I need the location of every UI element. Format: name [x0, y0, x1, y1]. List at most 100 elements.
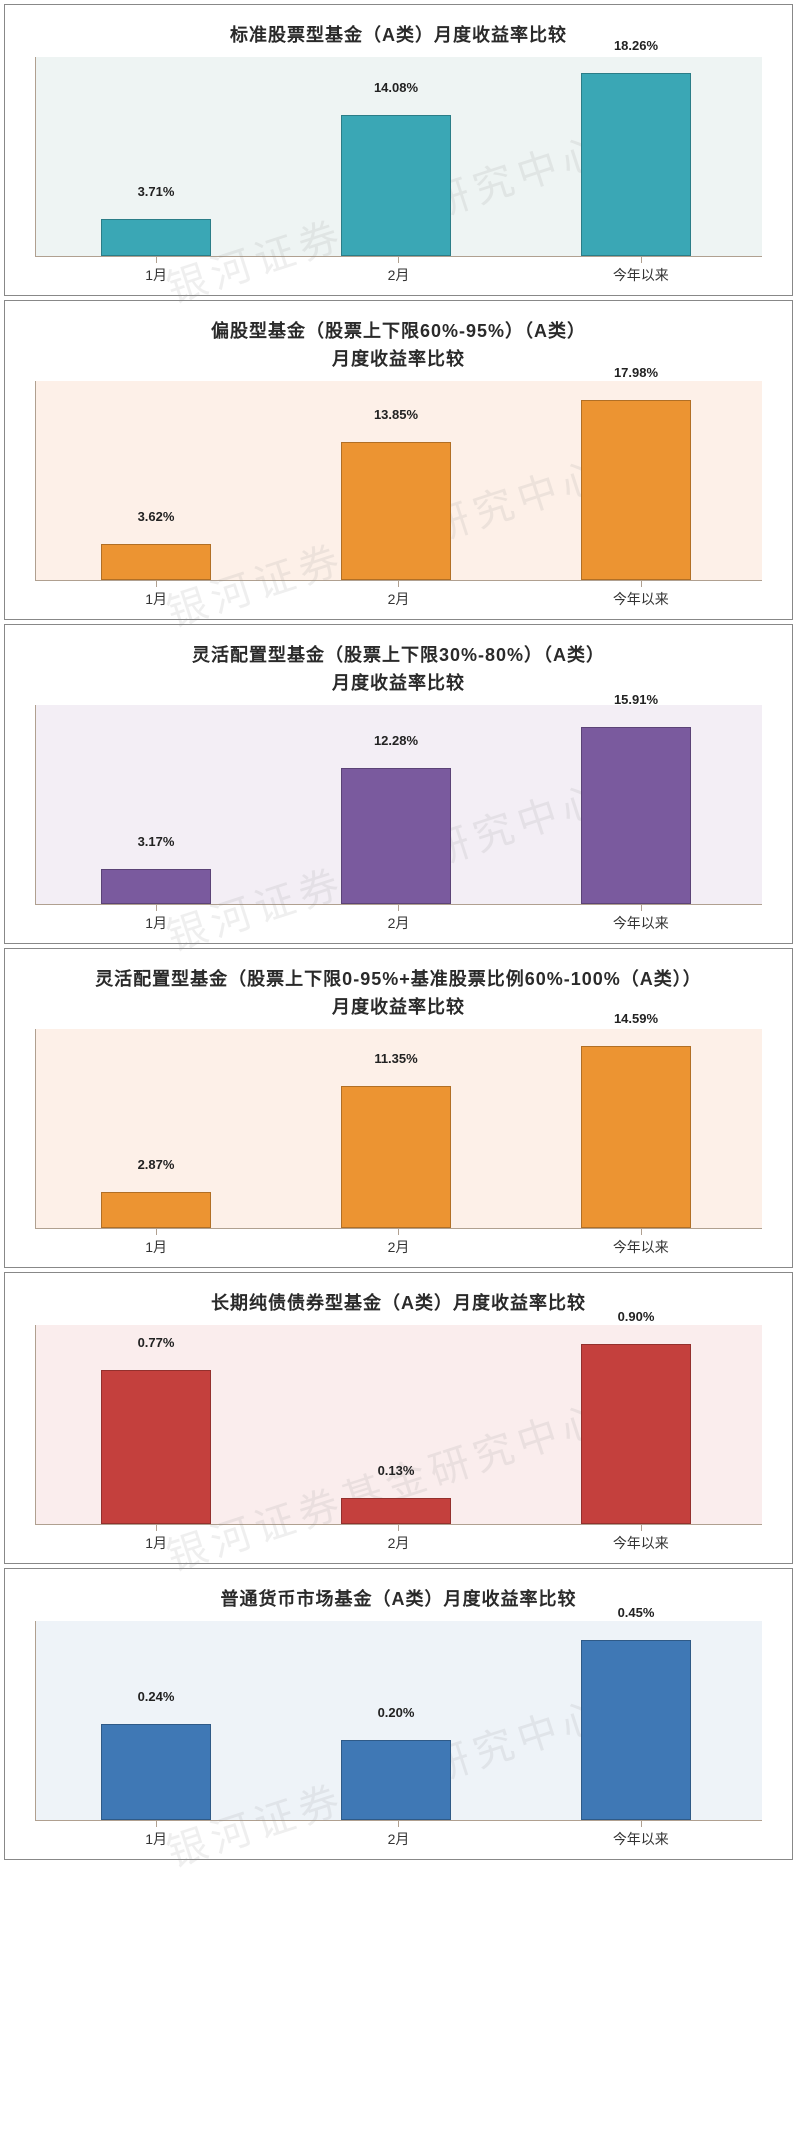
x-tick: 1月 — [35, 1233, 277, 1257]
bar — [101, 869, 211, 904]
x-tick-label: 1月 — [35, 265, 277, 285]
bar — [341, 115, 451, 256]
x-tick: 今年以来 — [520, 1825, 762, 1849]
plot-area: 银河证券基金研究中心3.71%14.08%18.26% — [35, 57, 762, 257]
x-tick-mark — [641, 581, 642, 587]
charts-container: 标准股票型基金（A类）月度收益率比较银河证券基金研究中心3.71%14.08%1… — [0, 4, 797, 1860]
bar — [581, 1640, 691, 1820]
x-axis: 1月2月今年以来 — [35, 909, 762, 933]
watermark: 银河证券基金研究中心 — [158, 1385, 613, 1582]
x-axis: 1月2月今年以来 — [35, 1529, 762, 1553]
x-tick-mark — [156, 257, 157, 263]
bar — [581, 727, 691, 904]
x-tick-label: 1月 — [35, 1237, 277, 1257]
x-tick: 今年以来 — [520, 585, 762, 609]
x-tick-mark — [398, 581, 399, 587]
bar-value-label: 0.90% — [581, 1309, 691, 1324]
x-tick: 2月 — [277, 585, 519, 609]
x-tick-label: 2月 — [277, 1533, 519, 1553]
x-tick-mark — [398, 1821, 399, 1827]
x-tick: 2月 — [277, 909, 519, 933]
bar-value-label: 15.91% — [581, 692, 691, 707]
x-tick: 2月 — [277, 1233, 519, 1257]
x-tick: 今年以来 — [520, 909, 762, 933]
x-tick-label: 2月 — [277, 913, 519, 933]
bar — [101, 544, 211, 580]
x-tick: 1月 — [35, 909, 277, 933]
bar-value-label: 3.62% — [101, 509, 211, 524]
bar-value-label: 13.85% — [341, 407, 451, 422]
bar-value-label: 0.20% — [341, 1705, 451, 1720]
x-tick-label: 今年以来 — [520, 589, 762, 609]
x-tick: 2月 — [277, 1825, 519, 1849]
x-axis: 1月2月今年以来 — [35, 585, 762, 609]
x-tick-label: 今年以来 — [520, 265, 762, 285]
bar — [581, 1344, 691, 1524]
x-tick-mark — [156, 905, 157, 911]
bar — [581, 400, 691, 580]
plot-area: 银河证券基金研究中心3.17%12.28%15.91% — [35, 705, 762, 905]
bar-value-label: 2.87% — [101, 1157, 211, 1172]
x-tick: 今年以来 — [520, 1233, 762, 1257]
bar — [101, 1724, 211, 1820]
x-tick: 2月 — [277, 261, 519, 285]
x-tick-mark — [398, 905, 399, 911]
x-tick: 1月 — [35, 1825, 277, 1849]
x-tick-mark — [641, 1525, 642, 1531]
x-tick: 今年以来 — [520, 261, 762, 285]
x-tick: 今年以来 — [520, 1529, 762, 1553]
bar — [581, 1046, 691, 1228]
x-tick-mark — [156, 581, 157, 587]
x-tick-label: 今年以来 — [520, 1237, 762, 1257]
plot-area: 2.87%11.35%14.59% — [35, 1029, 762, 1229]
chart-panel-5: 普通货币市场基金（A类）月度收益率比较银河证券基金研究中心0.24%0.20%0… — [4, 1568, 793, 1860]
bar — [341, 1086, 451, 1228]
x-tick-mark — [156, 1229, 157, 1235]
chart-panel-4: 长期纯债债券型基金（A类）月度收益率比较银河证券基金研究中心0.77%0.13%… — [4, 1272, 793, 1564]
bar-value-label: 0.45% — [581, 1605, 691, 1620]
bar — [341, 442, 451, 581]
x-tick-mark — [641, 1229, 642, 1235]
bar — [101, 1192, 211, 1228]
x-tick-label: 1月 — [35, 589, 277, 609]
x-tick: 1月 — [35, 261, 277, 285]
x-tick-mark — [156, 1525, 157, 1531]
bar — [101, 1370, 211, 1524]
x-axis: 1月2月今年以来 — [35, 1233, 762, 1257]
x-tick-mark — [641, 905, 642, 911]
x-tick-label: 1月 — [35, 1533, 277, 1553]
x-tick-label: 1月 — [35, 1829, 277, 1849]
bar-value-label: 14.59% — [581, 1011, 691, 1026]
chart-panel-1: 偏股型基金（股票上下限60%-95%）（A类）月度收益率比较银河证券基金研究中心… — [4, 300, 793, 620]
x-tick-label: 2月 — [277, 589, 519, 609]
x-tick-mark — [641, 257, 642, 263]
bar-value-label: 0.13% — [341, 1463, 451, 1478]
bar-value-label: 11.35% — [341, 1051, 451, 1066]
bar-value-label: 0.77% — [101, 1335, 211, 1350]
x-axis: 1月2月今年以来 — [35, 261, 762, 285]
x-tick-label: 2月 — [277, 1237, 519, 1257]
x-tick-label: 2月 — [277, 1829, 519, 1849]
x-tick-mark — [641, 1821, 642, 1827]
bar-value-label: 0.24% — [101, 1689, 211, 1704]
chart-subtitle: 月度收益率比较 — [15, 669, 782, 695]
plot-area: 银河证券基金研究中心0.24%0.20%0.45% — [35, 1621, 762, 1821]
x-axis: 1月2月今年以来 — [35, 1825, 762, 1849]
bar — [101, 219, 211, 256]
x-tick-label: 今年以来 — [520, 1829, 762, 1849]
bar — [341, 768, 451, 904]
bar-value-label: 3.17% — [101, 834, 211, 849]
bar — [581, 73, 691, 256]
x-tick-mark — [398, 257, 399, 263]
x-tick: 1月 — [35, 585, 277, 609]
x-tick-label: 1月 — [35, 913, 277, 933]
x-tick-mark — [398, 1229, 399, 1235]
chart-title: 灵活配置型基金（股票上下限30%-80%）（A类） — [15, 641, 782, 667]
bar-value-label: 17.98% — [581, 365, 691, 380]
x-tick-mark — [398, 1525, 399, 1531]
bar-value-label: 3.71% — [101, 184, 211, 199]
bar-value-label: 14.08% — [341, 80, 451, 95]
chart-panel-2: 灵活配置型基金（股票上下限30%-80%）（A类）月度收益率比较银河证券基金研究… — [4, 624, 793, 944]
bar — [341, 1740, 451, 1820]
x-tick-label: 2月 — [277, 265, 519, 285]
